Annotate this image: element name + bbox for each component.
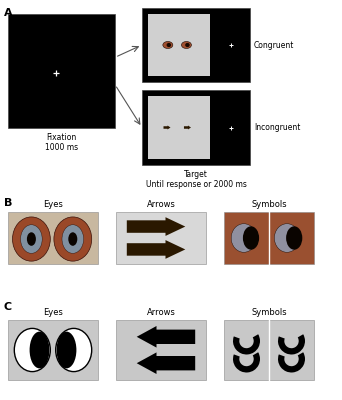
- Ellipse shape: [54, 217, 92, 261]
- FancyArrow shape: [163, 126, 171, 130]
- Bar: [148, 96, 210, 159]
- Ellipse shape: [286, 226, 302, 250]
- Text: Symbols: Symbols: [251, 308, 287, 317]
- Text: Target
Until response or 2000 ms: Target Until response or 2000 ms: [146, 170, 247, 190]
- Bar: [8, 320, 98, 380]
- Ellipse shape: [27, 232, 36, 246]
- Ellipse shape: [14, 328, 50, 372]
- Text: Incongruent: Incongruent: [254, 123, 300, 132]
- Ellipse shape: [231, 224, 256, 252]
- Wedge shape: [233, 334, 260, 354]
- Ellipse shape: [13, 217, 50, 261]
- Bar: [8, 212, 98, 264]
- Ellipse shape: [62, 225, 83, 253]
- Ellipse shape: [30, 332, 49, 368]
- Ellipse shape: [243, 226, 259, 250]
- Text: Symbols: Symbols: [251, 200, 287, 209]
- Text: Arrows: Arrows: [147, 308, 175, 317]
- Wedge shape: [278, 352, 305, 372]
- Ellipse shape: [274, 224, 300, 252]
- Text: Arrows: Arrows: [147, 200, 175, 209]
- Ellipse shape: [68, 232, 77, 246]
- FancyArrow shape: [184, 126, 191, 130]
- Text: A: A: [4, 8, 13, 18]
- FancyArrow shape: [127, 217, 185, 236]
- FancyArrow shape: [127, 240, 185, 259]
- Ellipse shape: [182, 42, 192, 48]
- Text: Eyes: Eyes: [43, 200, 63, 209]
- Ellipse shape: [163, 42, 173, 48]
- Bar: [224, 212, 314, 264]
- Ellipse shape: [56, 328, 92, 372]
- Bar: [142, 90, 250, 165]
- Bar: [148, 14, 210, 76]
- Text: B: B: [4, 198, 12, 208]
- Ellipse shape: [167, 43, 171, 47]
- Bar: [224, 320, 314, 380]
- Bar: [116, 320, 206, 380]
- FancyArrow shape: [137, 352, 195, 374]
- Ellipse shape: [21, 225, 42, 253]
- FancyArrow shape: [137, 326, 195, 348]
- Text: C: C: [4, 302, 12, 312]
- Text: Congruent: Congruent: [254, 40, 294, 50]
- Wedge shape: [278, 334, 305, 354]
- Bar: [142, 8, 250, 82]
- Ellipse shape: [56, 332, 76, 368]
- Ellipse shape: [185, 43, 190, 47]
- Bar: [8, 14, 115, 128]
- Wedge shape: [233, 352, 260, 372]
- Text: Eyes: Eyes: [43, 308, 63, 317]
- Text: Fixation
1000 ms: Fixation 1000 ms: [45, 133, 78, 152]
- Bar: [116, 212, 206, 264]
